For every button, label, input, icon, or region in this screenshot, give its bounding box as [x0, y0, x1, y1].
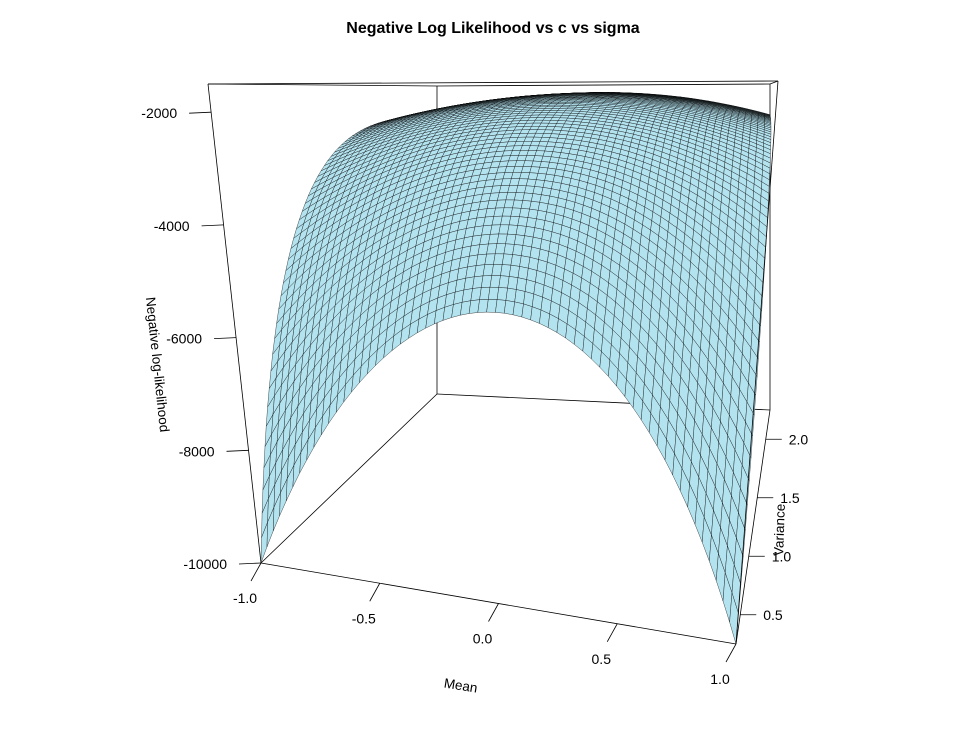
surface-facet [512, 244, 524, 256]
surface-facet [529, 201, 540, 211]
z-tick-label: -2000 [141, 105, 177, 121]
surface-facet [498, 275, 510, 289]
surface-mesh [260, 92, 772, 645]
x-tick-label: -0.5 [352, 610, 376, 626]
surface-facet [516, 277, 527, 292]
z-tick-mark [201, 224, 224, 227]
z-tick-label: -4000 [154, 218, 190, 234]
z-tick-mark [238, 562, 262, 565]
surface-facet [509, 265, 520, 278]
x-tick-mark [488, 603, 499, 622]
x-tick-mark [250, 562, 262, 582]
surface-facet [505, 287, 517, 303]
y-tick-label: 0.5 [763, 607, 783, 623]
z-axis-label: Negative log-likelihood [143, 296, 172, 433]
box-edge [207, 80, 779, 85]
z-tick-label: -6000 [166, 331, 202, 347]
box-edge [260, 393, 438, 564]
x-tick-label: 0.0 [473, 631, 493, 647]
surface-facet [532, 186, 544, 195]
z-tick-mark [189, 111, 212, 114]
x-tick-label: 1.0 [710, 671, 730, 687]
surface-facet [524, 226, 536, 238]
surface-facet [517, 216, 529, 227]
chart-title: Negative Log Likelihood vs c vs sigma [346, 20, 640, 37]
z-tick-label: -8000 [179, 443, 215, 459]
z-tick-label: -10000 [183, 556, 227, 572]
x-axis-label: Mean [443, 676, 479, 696]
y-tick-label: 1.5 [780, 490, 800, 506]
surface-facet [521, 303, 533, 321]
y-tick-label: 2.0 [789, 431, 809, 447]
surface-facet [517, 266, 529, 280]
z-tick-mark [226, 449, 249, 452]
z-tick-mark [214, 337, 237, 339]
x-tick-label: 0.5 [592, 651, 612, 667]
x-tick-mark [725, 643, 737, 663]
box-edge [436, 83, 771, 87]
box-edge [207, 83, 438, 87]
x-tick-mark [369, 583, 381, 602]
surface-facet [521, 245, 532, 258]
y-axis-label: Variance [771, 503, 788, 556]
x-axis-ticks: -1.0 -0.5 0.0 0.5 1.0 [233, 562, 737, 687]
surface-facet [522, 235, 534, 248]
surface-facet [514, 289, 526, 305]
surface-facet [527, 208, 539, 219]
box-edge [769, 80, 779, 85]
x-tick-label: -1.0 [233, 590, 257, 606]
box-edge [207, 83, 262, 564]
x-tick-mark [606, 623, 618, 642]
